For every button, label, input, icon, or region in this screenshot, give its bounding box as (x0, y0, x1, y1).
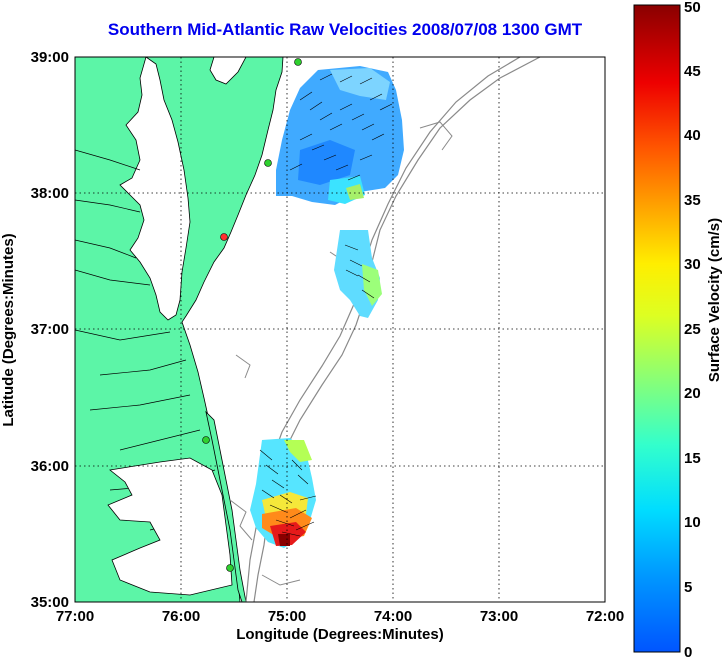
colorbar-tick-label: 5 (684, 579, 692, 596)
y-axis-label: Latitude (Degrees:Minutes) (0, 233, 17, 426)
x-tick-label: 73:00 (480, 608, 518, 625)
y-tick-label: 37:00 (31, 321, 69, 338)
plot-frame (74, 56, 606, 603)
station-marker (202, 436, 210, 444)
x-tick-label: 77:00 (56, 608, 94, 625)
colorbar-label: Surface Velocity (cm/s) (706, 218, 723, 382)
map-title: Southern Mid-Atlantic Raw Velocities 200… (107, 20, 583, 39)
y-tick-label: 39:00 (31, 49, 69, 66)
velocity-arrows (259, 73, 393, 537)
delaware-bay (209, 57, 247, 85)
colorbar-tick-label: 10 (684, 514, 701, 531)
colorbar-tick-label: 50 (684, 0, 701, 16)
colorbar-tick-label: 0 (684, 644, 692, 659)
colorbar (633, 4, 681, 653)
colorbar-tick-label: 15 (684, 450, 701, 467)
x-tick-label: 72:00 (586, 608, 624, 625)
colorbar-tick-label: 20 (684, 385, 701, 402)
station-marker (226, 564, 234, 572)
colorbar-tick-label: 45 (684, 63, 701, 80)
pamlico-sound (107, 457, 233, 596)
x-tick-label: 76:00 (162, 608, 200, 625)
colorbar-tick-label: 25 (684, 321, 701, 338)
grid-lines (75, 57, 605, 602)
station-marker (294, 58, 302, 66)
x-tick-label: 75:00 (268, 608, 306, 625)
colorbar-tick-labels: 0 5 10 15 20 25 30 35 40 45 50 (684, 0, 701, 659)
y-tick-labels: 35:00 36:00 37:00 38:00 39:00 (31, 49, 69, 611)
y-tick-label: 36:00 (31, 458, 69, 475)
velocity-field-north (276, 66, 404, 205)
chesapeake-bay (119, 57, 191, 321)
y-tick-label: 38:00 (31, 185, 69, 202)
station-marker (264, 159, 272, 167)
y-tick-label: 35:00 (31, 594, 69, 611)
x-tick-label: 74:00 (374, 608, 412, 625)
x-axis-label: Longitude (Degrees:Minutes) (236, 626, 444, 643)
station-marker (220, 233, 228, 241)
velocity-field-middle (334, 230, 382, 318)
colorbar-tick-label: 30 (684, 256, 701, 273)
colorbar-tick-label: 35 (684, 192, 701, 209)
x-tick-labels: 77:00 76:00 75:00 74:00 73:00 72:00 (56, 608, 624, 625)
colorbar-tick-label: 40 (684, 127, 701, 144)
